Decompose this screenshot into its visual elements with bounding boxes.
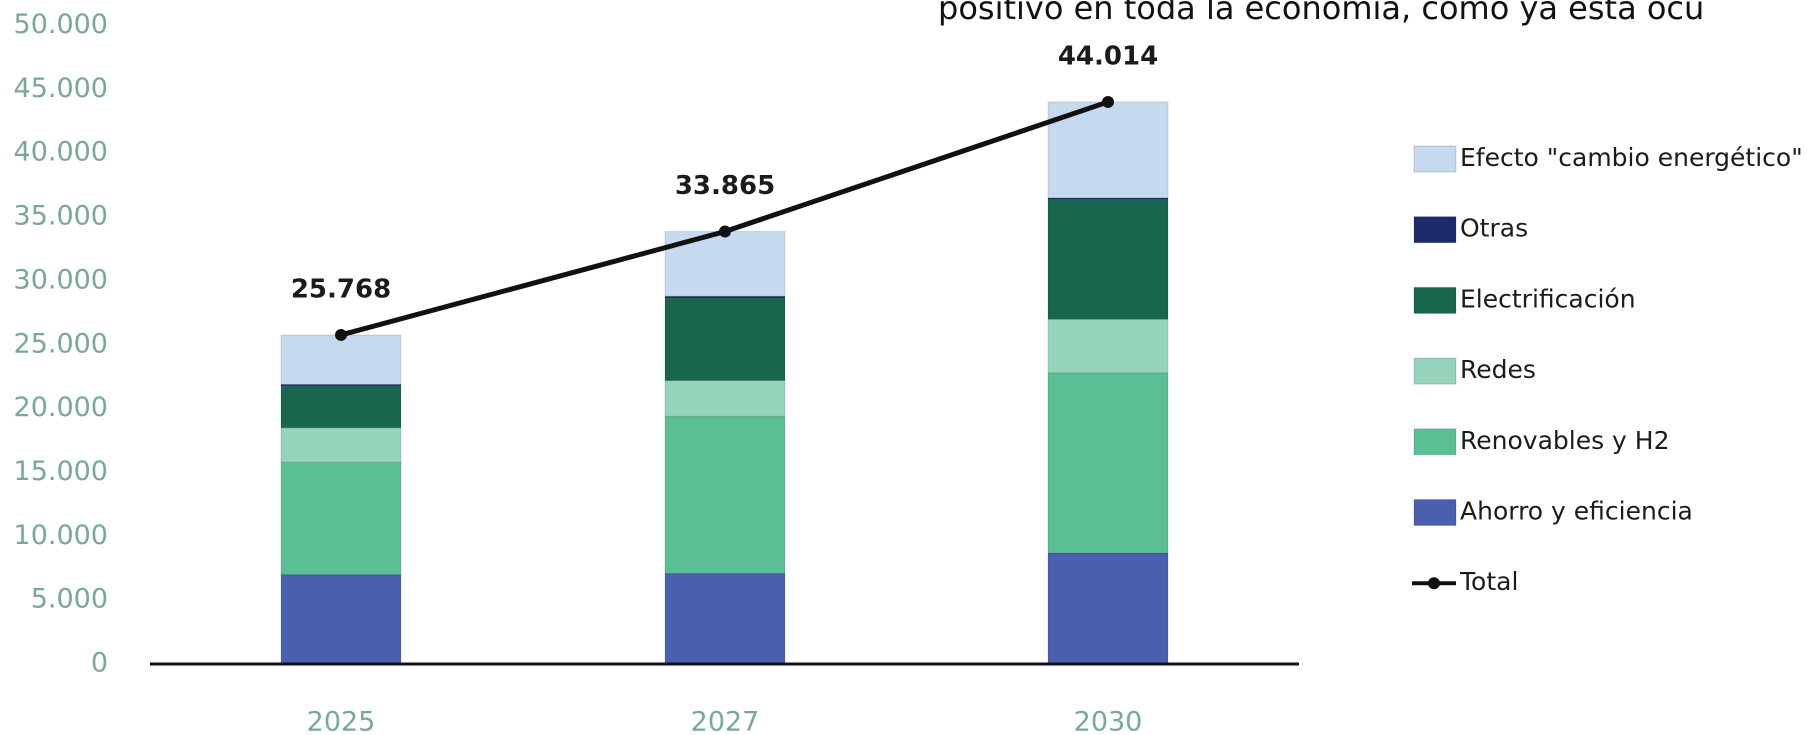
- bar-segment: [280, 574, 402, 665]
- total-point: [335, 328, 347, 341]
- legend-swatch: [1413, 216, 1457, 244]
- bar-segment: [280, 334, 402, 385]
- y-tick-label: 30.000: [14, 264, 108, 295]
- legend-label: Otras: [1460, 214, 1528, 243]
- y-tick-label: 0: [91, 648, 108, 679]
- x-tick-label: 2027: [691, 707, 760, 735]
- y-tick-label: 40.000: [14, 137, 108, 168]
- legend-swatch: [1413, 145, 1457, 173]
- x-tick-label: 2030: [1074, 707, 1143, 735]
- legend-point: [1428, 577, 1440, 590]
- bar-segment: [1047, 101, 1169, 199]
- legend-label: Ahorro y eficiencia: [1460, 497, 1693, 526]
- y-tick-label: 15.000: [14, 456, 108, 487]
- bar-segment: [280, 461, 402, 576]
- chart-title: positivo en toda la economía, como ya es…: [938, 0, 1704, 27]
- value-label: 33.865: [675, 171, 775, 201]
- total-point: [719, 225, 731, 238]
- y-tick-label: 10.000: [14, 520, 108, 551]
- bar-segment: [1047, 552, 1169, 665]
- bar-segment: [280, 383, 402, 387]
- legend-label: Renovables y H2: [1460, 426, 1670, 455]
- legend-swatch: [1413, 286, 1457, 314]
- bar-segment: [1047, 372, 1169, 554]
- total-point: [1102, 95, 1114, 108]
- value-label: 25.768: [291, 274, 391, 304]
- bar-segment: [664, 380, 786, 417]
- bar-segment: [1047, 198, 1169, 320]
- bar-segment: [664, 415, 786, 574]
- legend-label: Total: [1459, 567, 1518, 596]
- legend-swatch: [1413, 357, 1457, 385]
- y-tick-label: 20.000: [14, 392, 108, 423]
- y-tick-label: 45.000: [14, 73, 108, 104]
- legend-label: Electrificación: [1460, 284, 1636, 313]
- y-tick-label: 5.000: [31, 584, 108, 615]
- y-tick-label: 35.000: [14, 201, 108, 232]
- bar-segment: [1047, 318, 1169, 374]
- legend-swatch: [1413, 428, 1457, 456]
- bar-segment: [664, 572, 786, 665]
- y-tick-label: 25.000: [14, 328, 108, 359]
- legend-label: Efecto "cambio energético": [1460, 143, 1803, 172]
- legend-swatch: [1413, 499, 1457, 526]
- value-label: 44.014: [1058, 41, 1158, 71]
- bar-segment: [280, 385, 402, 429]
- bar-segment: [664, 297, 786, 382]
- y-tick-label: 50.000: [14, 9, 108, 40]
- legend-label: Redes: [1460, 355, 1536, 384]
- bar-segment: [280, 427, 402, 463]
- x-tick-label: 2025: [307, 707, 376, 735]
